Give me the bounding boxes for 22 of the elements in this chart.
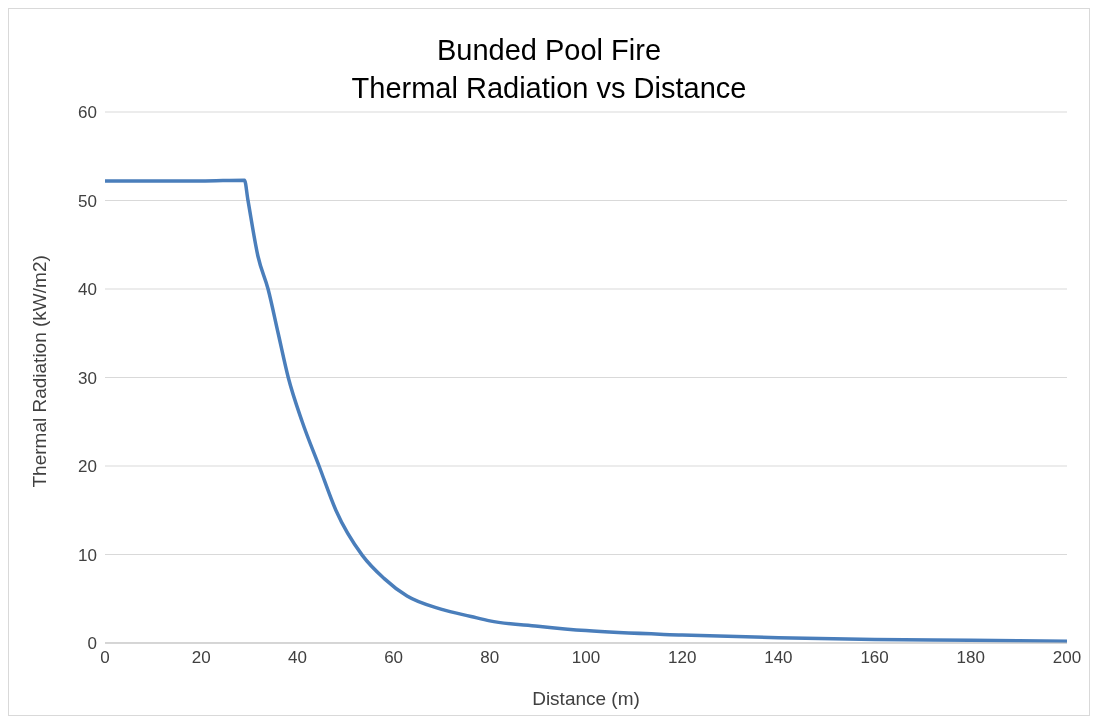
x-tick-label: 160 [860, 648, 889, 668]
y-tick-label: 0 [87, 634, 97, 654]
y-tick-label: 50 [78, 191, 97, 211]
y-tick-label: 40 [78, 280, 97, 300]
x-tick-label: 200 [1052, 648, 1082, 668]
y-axis-title: Thermal Radiation (kW/m2) [28, 255, 50, 488]
y-tick-label: 60 [78, 103, 97, 123]
y-tick-label: 30 [78, 368, 97, 388]
x-tick-label: 100 [571, 648, 601, 668]
x-tick-label: 40 [287, 648, 307, 668]
chart-title: Bunded Pool Fire Thermal Radiation vs Distance [350, 33, 748, 104]
x-tick-label: 140 [764, 648, 793, 668]
x-tick-label: 180 [956, 648, 985, 668]
x-axis-title: Distance (m) [532, 688, 640, 709]
x-tick-label: 80 [480, 648, 500, 668]
y-tick-label: 20 [78, 457, 97, 477]
y-tick-label: 10 [78, 545, 97, 565]
x-tick-label: 60 [384, 648, 404, 668]
x-tick-label: 120 [668, 648, 697, 668]
x-tick-label: 0 [100, 648, 110, 668]
x-tick-label: 20 [191, 648, 211, 668]
line-series [105, 178, 1067, 643]
